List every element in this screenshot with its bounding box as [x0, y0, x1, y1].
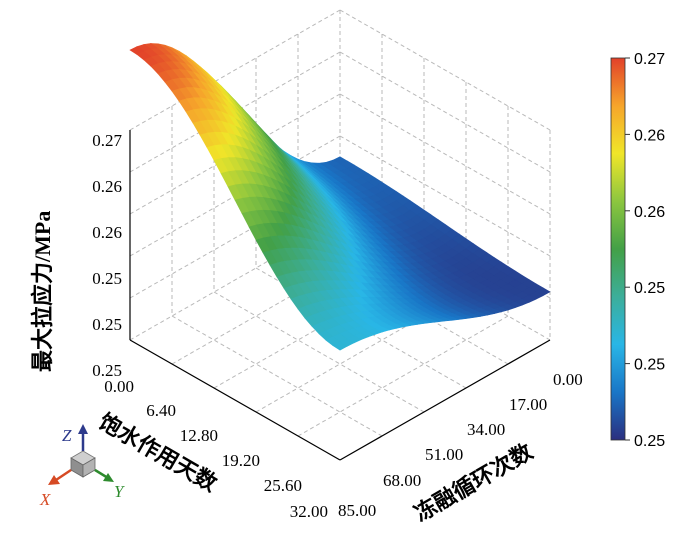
triad-x-label: X	[39, 490, 51, 509]
z-tick: 0.27	[92, 131, 122, 150]
colorbar-gradient	[610, 57, 626, 441]
y-tick: 85.00	[338, 501, 376, 520]
colorbar-tick-label: 0.26	[634, 204, 665, 221]
surface-mesh	[129, 43, 551, 351]
orientation-triad: Z X Y	[39, 424, 125, 509]
y-tick: 0.00	[553, 370, 583, 389]
z-axis-ticks: 0.25 0.25 0.25 0.26 0.26 0.27	[92, 131, 122, 380]
y-tick: 17.00	[509, 395, 547, 414]
axis-frame	[129, 130, 551, 461]
z-tick: 0.25	[92, 361, 122, 380]
z-tick: 0.26	[92, 177, 122, 196]
z-tick: 0.25	[92, 315, 122, 334]
x-tick: 25.60	[264, 476, 302, 495]
x-tick: 12.80	[180, 426, 218, 445]
triad-z-label: Z	[62, 426, 72, 445]
x-axis-ticks: 0.00 6.40 12.80 19.20 25.60 32.00	[104, 377, 328, 521]
colorbar-ticks: 0.27 0.26 0.26 0.25 0.25 0.25	[625, 51, 665, 450]
surface-patch	[332, 341, 348, 351]
z-tick: 0.25	[92, 269, 122, 288]
y-axis-ticks: 0.00 17.00 34.00 51.00 68.00 85.00	[338, 370, 583, 520]
colorbar-tick-label: 0.26	[634, 127, 665, 144]
z-axis-title: 最大拉应力/MPa	[30, 211, 55, 372]
colorbar-tick-label: 0.25	[634, 280, 665, 297]
z-tick: 0.26	[92, 223, 122, 242]
colorbar-tick-label: 0.25	[634, 433, 665, 450]
y-tick: 51.00	[425, 445, 463, 464]
colorbar: 0.27 0.26 0.26 0.25 0.25 0.25	[610, 51, 665, 450]
colorbar-tick-label: 0.27	[634, 51, 665, 68]
triad-y-label: Y	[114, 482, 125, 501]
x-tick: 6.40	[146, 401, 176, 420]
y-tick: 34.00	[467, 420, 505, 439]
x-tick: 32.00	[290, 502, 328, 521]
x-tick: 0.00	[104, 377, 134, 396]
colorbar-tick-label: 0.25	[634, 357, 665, 374]
x-tick: 19.20	[222, 451, 260, 470]
y-tick: 68.00	[383, 471, 421, 490]
